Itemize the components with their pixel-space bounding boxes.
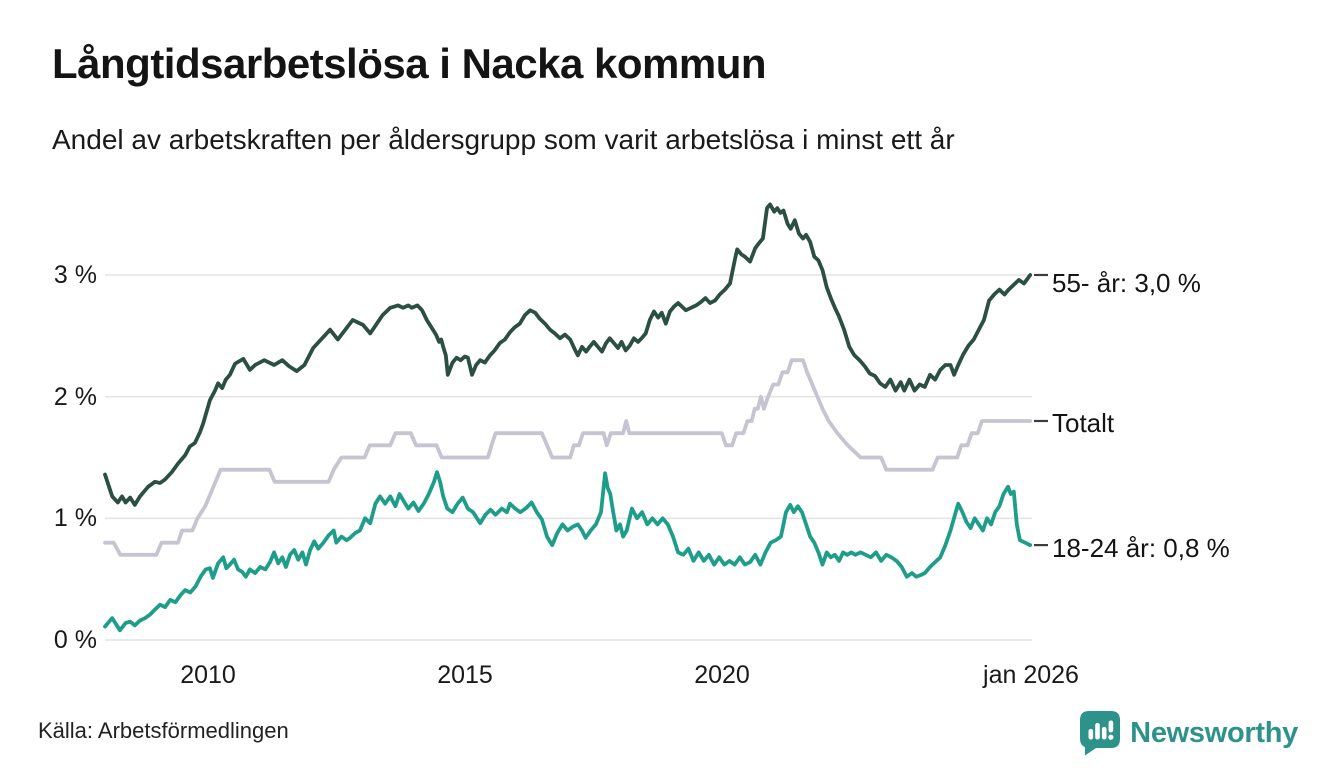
series-label-totalt: Totalt — [1052, 408, 1115, 438]
line-55-ar — [103, 202, 1033, 507]
x-tick-2015: 2015 — [437, 661, 493, 689]
y-tick-0: 0 % — [53, 626, 97, 654]
y-tick-3: 3 % — [53, 261, 97, 289]
y-tick-2: 2 % — [53, 383, 97, 411]
newsworthy-logo-icon — [1079, 710, 1121, 756]
x-tick-2010: 2010 — [180, 661, 236, 689]
x-tick-jan2026: jan 2026 — [983, 661, 1079, 689]
brand-logo: Newsworthy — [1079, 710, 1298, 756]
gridlines — [105, 274, 1032, 641]
y-tick-1: 1 % — [53, 504, 97, 532]
source-note: Källa: Arbetsförmedlingen — [38, 718, 289, 743]
series-label-55-ar: 55- år: 3,0 % — [1052, 268, 1201, 298]
line-totalt — [103, 358, 1033, 557]
brand-name: Newsworthy — [1130, 716, 1298, 749]
series-label-18-24-ar: 18-24 år: 0,8 % — [1052, 533, 1230, 563]
chart-series — [103, 202, 1033, 633]
line-18-24-ar — [103, 470, 1033, 633]
label-connectors — [1034, 273, 1048, 547]
x-tick-2020: 2020 — [694, 661, 750, 689]
page-title: Långtidsarbetslösa i Nacka kommun — [52, 40, 767, 87]
page-subtitle: Andel av arbetskraften per åldersgrupp s… — [52, 124, 955, 155]
